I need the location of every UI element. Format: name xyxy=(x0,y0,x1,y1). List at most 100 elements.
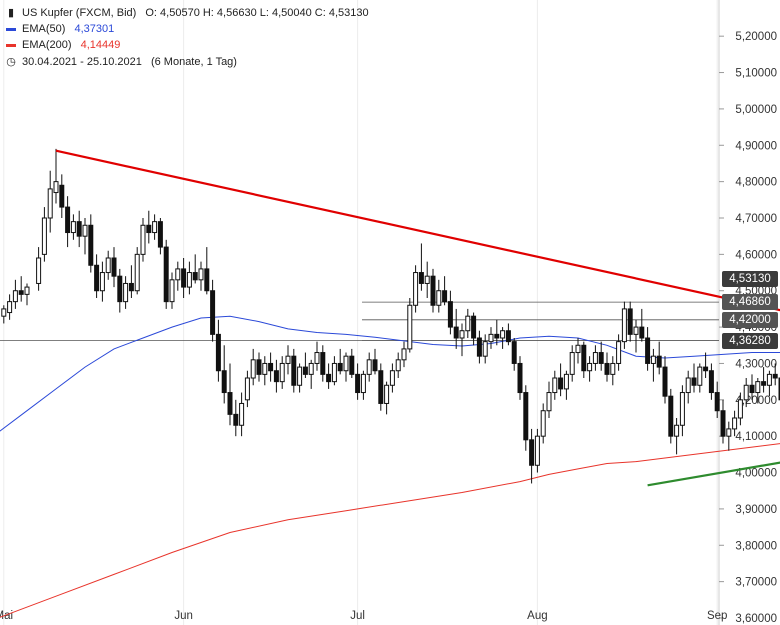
candle-body xyxy=(645,337,651,364)
candle-body xyxy=(685,377,691,394)
date-range-text: 30.04.2021 - 25.10.2021 xyxy=(22,56,142,68)
candle-body xyxy=(575,344,581,354)
candle-body xyxy=(36,257,42,284)
y-tick-label: 4,00000 xyxy=(735,468,777,480)
y-tick-label: 4,60000 xyxy=(735,249,777,261)
candle-body xyxy=(517,362,523,394)
candle-body xyxy=(24,286,30,295)
candle-body xyxy=(273,370,279,383)
candle-body xyxy=(674,424,680,437)
ema200-value: 4,14449 xyxy=(80,39,121,51)
clock-icon: ◷ xyxy=(6,56,16,68)
candle-body xyxy=(697,366,703,386)
ema200-legend: EMA(200) 4,14449 xyxy=(6,39,120,51)
price-label: 4,36280 xyxy=(722,332,778,349)
candle-body xyxy=(204,268,210,292)
candle-body xyxy=(250,359,256,379)
candle-body xyxy=(76,221,82,237)
candle-body xyxy=(627,308,633,335)
price-label: 4,46860 xyxy=(722,294,778,311)
candle-body xyxy=(99,272,105,292)
y-tick-label: 4,80000 xyxy=(735,177,777,189)
ema200-line xyxy=(0,443,780,618)
candle-body xyxy=(82,224,88,237)
candle-body xyxy=(691,377,697,386)
candle-body xyxy=(111,257,117,277)
candle-body xyxy=(540,410,546,437)
y-tick-label: 5,10000 xyxy=(735,68,777,80)
candle-body xyxy=(714,392,720,412)
candle-body xyxy=(447,301,453,328)
y-tick-label: 4,70000 xyxy=(735,213,777,225)
candle-body xyxy=(181,268,187,288)
y-tick-label: 3,70000 xyxy=(735,577,777,589)
candle-body xyxy=(761,381,767,386)
candle-body xyxy=(233,413,239,426)
ohlc-values: O: 4,50570 H: 4,56630 L: 4,50040 C: 4,53… xyxy=(145,7,369,19)
candle-body xyxy=(511,341,517,364)
candle-body xyxy=(378,370,384,404)
candle-body xyxy=(279,362,285,383)
chart-title: ▮ US Kupfer (FXCM, Bid) O: 4,50570 H: 4,5… xyxy=(6,6,369,19)
candle-body xyxy=(598,352,604,364)
y-tick-label: 5,20000 xyxy=(735,31,777,43)
candle-body xyxy=(424,275,430,284)
candle-body xyxy=(134,253,140,292)
x-tick-label: Aug xyxy=(527,610,547,622)
y-tick-label: 3,60000 xyxy=(735,613,777,625)
candle-body xyxy=(117,275,123,303)
candle-body xyxy=(384,384,390,404)
price-label: 4,53130 xyxy=(722,271,778,288)
candle-body xyxy=(755,381,761,394)
candle-body xyxy=(453,326,459,339)
candle-body xyxy=(70,221,76,234)
candle-body xyxy=(592,352,598,364)
candle-body xyxy=(215,333,221,372)
candle-body xyxy=(337,362,343,372)
candle-body xyxy=(65,206,71,234)
candle-body xyxy=(505,330,511,343)
candle-body xyxy=(633,326,639,335)
candle-body xyxy=(621,308,627,343)
candle-body xyxy=(198,268,204,281)
candle-body xyxy=(534,435,540,466)
candle-body xyxy=(465,315,471,332)
y-tick-label: 3,80000 xyxy=(735,540,777,552)
candle-body xyxy=(349,355,355,375)
candle-body xyxy=(18,290,24,295)
y-tick-label: 4,10000 xyxy=(735,431,777,443)
candle-body xyxy=(268,362,274,372)
ema200-swatch xyxy=(6,43,16,47)
candle-body xyxy=(227,392,233,415)
y-tick-label: 5,00000 xyxy=(735,104,777,116)
candle-body xyxy=(407,304,413,350)
candle-body xyxy=(343,355,349,372)
candle-body xyxy=(123,282,129,303)
x-tick-label: Sep xyxy=(707,610,727,622)
candle-body xyxy=(749,384,755,394)
candle-body xyxy=(157,221,163,248)
candle-body xyxy=(650,355,656,364)
date-range: ◷ 30.04.2021 - 25.10.2021 (6 Monate, 1 Ta… xyxy=(6,55,237,68)
candle-body xyxy=(500,330,506,339)
downtrend-line xyxy=(55,149,780,312)
candle-body xyxy=(175,268,181,281)
candle-body xyxy=(581,344,587,372)
candle-body xyxy=(128,282,134,292)
candle-body xyxy=(366,359,372,375)
candle-body xyxy=(94,264,100,292)
price-label: 4,42000 xyxy=(722,311,778,328)
candle-body xyxy=(262,362,268,375)
candle-body xyxy=(1,308,7,317)
candle-body xyxy=(401,348,407,361)
candle-body xyxy=(291,355,297,386)
candle-body xyxy=(331,362,337,383)
y-tick-label: 4,90000 xyxy=(735,140,777,152)
candle-body xyxy=(152,221,158,234)
ema50-legend: EMA(50) 4,37301 xyxy=(6,23,114,35)
candle-body xyxy=(459,330,465,339)
candle-body xyxy=(192,272,198,281)
candle-body xyxy=(488,333,494,343)
candle-body xyxy=(360,373,366,394)
